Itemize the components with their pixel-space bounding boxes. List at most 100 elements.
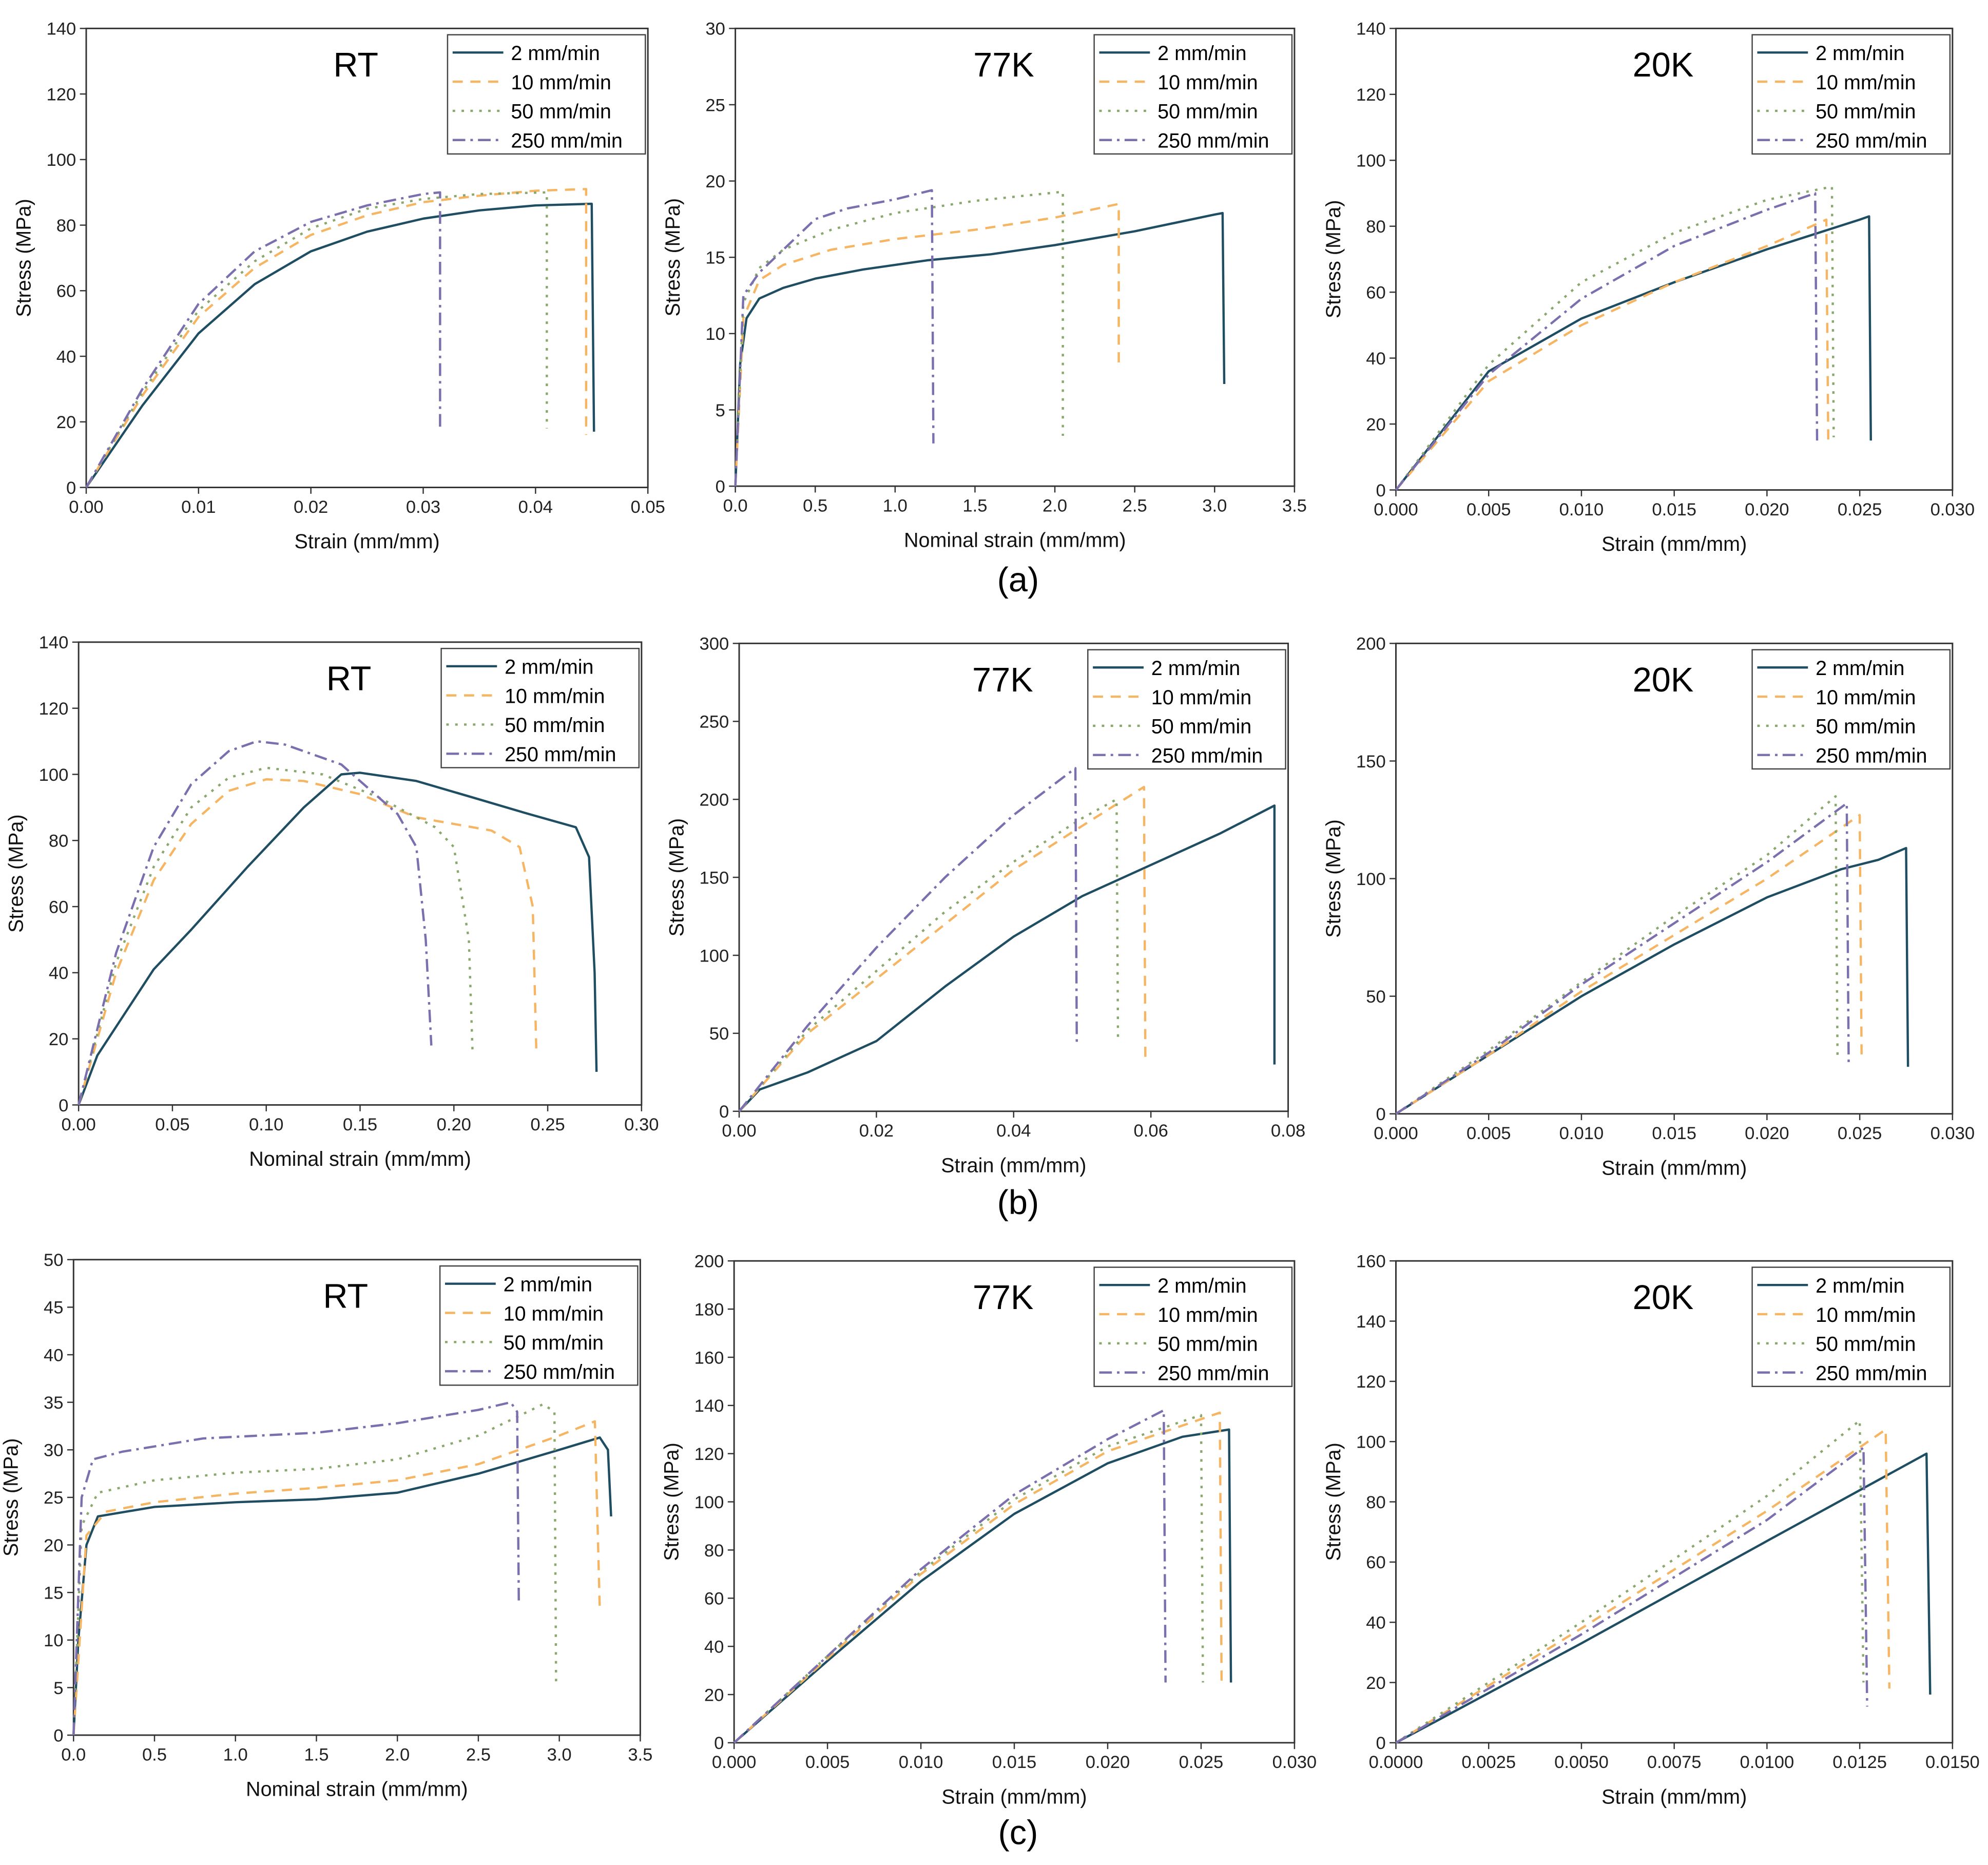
subplot-1: 0.00 0.01 0.02 0.03 0.04 0.05 0 20 40 60 80 100 120 1…	[12, 20, 665, 553]
x-tick-label: 3.0	[547, 1745, 572, 1764]
y-axis-label: Stress (MPa)	[0, 1438, 23, 1557]
series-line-10-mm-min	[733, 1411, 1223, 1744]
y-tick-label: 50	[44, 1251, 63, 1270]
x-tick-label: 0.15	[343, 1115, 377, 1135]
subplot-title: 20K	[1633, 661, 1694, 699]
x-axis-label: Nominal strain (mm/mm)	[249, 1148, 471, 1170]
series-line-2-mm-min	[734, 212, 1226, 487]
x-tick-label: 0.0150	[1925, 1753, 1980, 1772]
x-tick-label: 0.5	[142, 1745, 167, 1764]
y-tick-label: 100	[39, 765, 69, 785]
y-tick-label: 50	[1366, 987, 1385, 1007]
legend-label: 250 mm/min	[1157, 1362, 1269, 1385]
x-tick-label: 1.0	[223, 1745, 248, 1764]
x-tick-label: 0.025	[1179, 1753, 1224, 1772]
legend-label: 10 mm/min	[1816, 1304, 1916, 1326]
legend-label: 2 mm/min	[1151, 657, 1240, 680]
x-tick-label: 0.000	[1374, 500, 1418, 520]
y-tick-label: 15	[705, 248, 725, 268]
legend-label: 10 mm/min	[1157, 1304, 1258, 1326]
x-tick-label: 0.000	[1374, 1124, 1418, 1143]
y-axis-label: Stress (MPa)	[1322, 819, 1345, 938]
x-tick-label: 0.025	[1838, 500, 1882, 520]
subplot-8: 0.000 0.005 0.010 0.015 0.020 0.025 0.030 0 20 40…	[660, 1252, 1317, 1809]
x-tick-label: 0.020	[1745, 500, 1789, 520]
y-tick-label: 140	[39, 633, 69, 652]
x-tick-label: 0.010	[1559, 1124, 1604, 1143]
y-tick-label: 0	[719, 1102, 729, 1122]
y-tick-label: 120	[39, 699, 69, 719]
legend-label: 10 mm/min	[1816, 71, 1916, 94]
y-tick-label: 200	[694, 1252, 724, 1272]
series-line-50-mm-min	[1395, 1419, 1865, 1744]
y-tick-label: 40	[49, 964, 68, 983]
y-tick-label: 0	[1376, 1105, 1386, 1124]
y-tick-label: 20	[49, 1030, 68, 1049]
legend-label: 50 mm/min	[1151, 716, 1251, 738]
legend-label: 50 mm/min	[1816, 101, 1916, 123]
y-tick-label: 0	[53, 1726, 63, 1745]
x-tick-label: 2.5	[466, 1745, 491, 1764]
legend: 2 mm/min 10 mm/min 50 mm/min 250 mm/min	[439, 1265, 639, 1386]
y-tick-label: 60	[1366, 283, 1385, 302]
x-tick-label: 0.030	[1272, 1753, 1317, 1772]
y-tick-label: 40	[704, 1637, 724, 1657]
y-tick-label: 250	[700, 713, 729, 732]
x-tick-label: 0.00	[69, 497, 103, 517]
subplot-6: 0.000 0.005 0.010 0.015 0.020 0.025 0.030 0 50 10…	[1322, 635, 1975, 1180]
y-tick-label: 140	[694, 1396, 724, 1416]
legend-label: 2 mm/min	[1816, 657, 1904, 680]
y-tick-label: 0	[66, 478, 76, 498]
x-axis-label: Strain (mm/mm)	[294, 530, 439, 553]
series-line-250-mm-min	[1395, 192, 1819, 491]
panel-caption: (b)	[997, 1184, 1039, 1222]
x-tick-label: 2.5	[1123, 496, 1147, 515]
y-tick-label: 100	[694, 1493, 724, 1512]
y-tick-label: 80	[1366, 217, 1385, 237]
series-line-10-mm-min	[85, 188, 588, 488]
x-tick-label: 1.5	[962, 496, 987, 515]
y-tick-label: 160	[1356, 1252, 1386, 1272]
x-tick-label: 0.25	[530, 1115, 565, 1135]
series-line-10-mm-min	[78, 778, 538, 1106]
y-tick-label: 120	[694, 1445, 724, 1464]
legend-label: 250 mm/min	[504, 1361, 615, 1383]
legend: 2 mm/min 10 mm/min 50 mm/min 250 mm/min	[440, 647, 640, 768]
series-line-2-mm-min	[72, 1436, 612, 1736]
x-tick-label: 0.010	[1559, 500, 1604, 520]
x-tick-label: 0.0125	[1832, 1753, 1887, 1772]
series-line-250-mm-min	[72, 1401, 520, 1736]
x-axis-label: Strain (mm/mm)	[941, 1785, 1087, 1808]
y-tick-label: 0	[714, 1734, 724, 1753]
series-line-250-mm-min	[738, 767, 1078, 1112]
y-tick-label: 300	[700, 635, 729, 654]
legend-label: 250 mm/min	[1816, 130, 1927, 152]
y-tick-label: 40	[1366, 1613, 1385, 1633]
y-tick-label: 10	[705, 324, 725, 344]
x-tick-label: 0.00	[722, 1121, 756, 1141]
y-tick-label: 80	[56, 216, 76, 236]
y-tick-label: 20	[1366, 1674, 1385, 1693]
y-tick-label: 80	[1366, 1493, 1385, 1512]
y-tick-label: 160	[694, 1348, 724, 1368]
series-line-250-mm-min	[733, 1409, 1167, 1744]
y-tick-label: 120	[46, 85, 76, 104]
x-tick-label: 2.0	[1043, 496, 1067, 515]
series-line-50-mm-min	[734, 190, 1064, 487]
subplot-title: 20K	[1633, 1279, 1694, 1317]
legend-label: 2 mm/min	[1157, 42, 1246, 65]
y-tick-label: 25	[44, 1488, 63, 1508]
x-tick-label: 0.015	[1652, 500, 1696, 520]
y-tick-label: 60	[704, 1589, 724, 1609]
legend-box	[1751, 1266, 1951, 1388]
x-tick-label: 0.015	[992, 1753, 1037, 1772]
x-tick-label: 0.0025	[1461, 1753, 1516, 1772]
y-tick-label: 80	[49, 832, 68, 851]
legend-label: 2 mm/min	[1157, 1275, 1246, 1297]
x-tick-label: 0.04	[996, 1121, 1031, 1141]
subplot-title: 77K	[973, 46, 1034, 84]
subplot-title: 20K	[1633, 46, 1694, 84]
legend-box	[447, 34, 646, 155]
x-tick-label: 0.02	[859, 1121, 894, 1141]
x-tick-label: 0.03	[406, 497, 440, 517]
